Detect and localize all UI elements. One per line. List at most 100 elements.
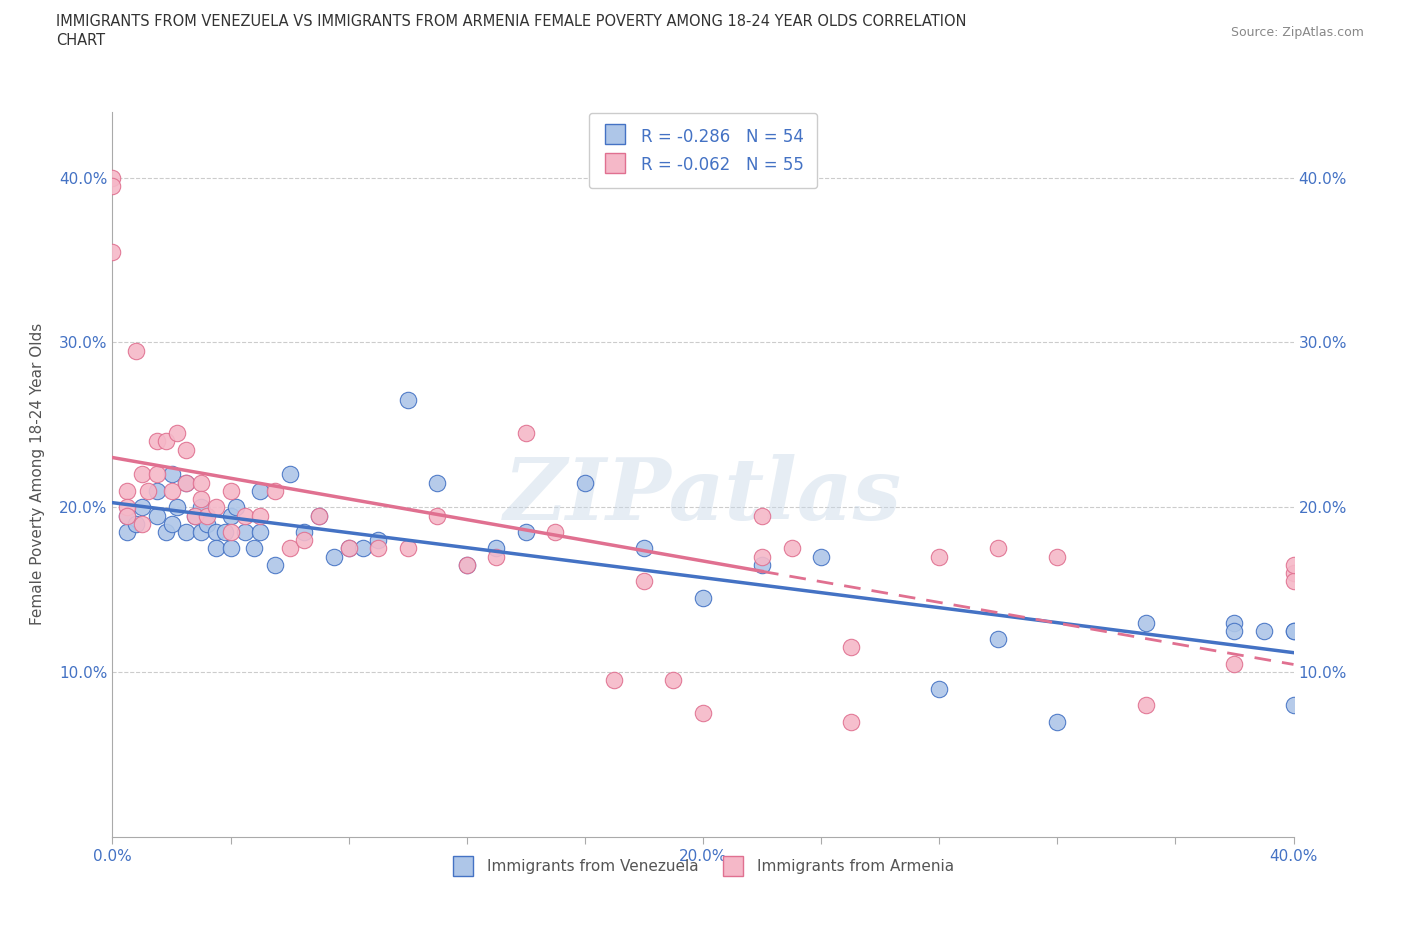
Point: [1135, 616, 1157, 631]
Point: [195, 508, 218, 523]
Point: [190, 492, 212, 507]
Point: [233, 525, 256, 539]
Text: CHART: CHART: [56, 33, 105, 47]
Point: [1282, 698, 1305, 712]
Point: [839, 640, 862, 655]
Point: [308, 508, 330, 523]
Point: [146, 484, 169, 498]
Point: [751, 550, 773, 565]
Point: [101, 245, 124, 259]
Point: [131, 499, 153, 514]
Point: [396, 541, 419, 556]
Point: [233, 508, 256, 523]
Point: [456, 557, 478, 572]
Point: [367, 541, 389, 556]
Point: [1282, 623, 1305, 638]
Point: [396, 392, 419, 407]
Point: [101, 170, 124, 185]
Point: [574, 475, 596, 490]
Point: [485, 541, 508, 556]
Point: [352, 541, 374, 556]
Point: [117, 484, 138, 498]
Point: [987, 541, 1010, 556]
Point: [190, 525, 212, 539]
Point: [131, 516, 153, 531]
Point: [195, 516, 218, 531]
Point: [101, 179, 124, 193]
Point: [155, 434, 177, 449]
Text: ZIPatlas: ZIPatlas: [503, 455, 903, 538]
Point: [117, 525, 138, 539]
Point: [810, 550, 832, 565]
Point: [146, 467, 169, 482]
Point: [751, 557, 773, 572]
Point: [456, 557, 478, 572]
Point: [214, 525, 236, 539]
Point: [219, 484, 242, 498]
Point: [160, 516, 183, 531]
Y-axis label: Female Poverty Among 18-24 Year Olds: Female Poverty Among 18-24 Year Olds: [31, 324, 45, 626]
Point: [426, 508, 449, 523]
Point: [278, 467, 301, 482]
Point: [249, 508, 271, 523]
Point: [1046, 550, 1069, 565]
Point: [1253, 623, 1275, 638]
Point: [987, 631, 1010, 646]
Point: [205, 499, 228, 514]
Point: [166, 426, 188, 441]
Point: [131, 467, 153, 482]
Point: [780, 541, 803, 556]
Point: [1046, 714, 1069, 729]
Point: [184, 508, 207, 523]
Point: [1223, 623, 1246, 638]
Point: [292, 525, 315, 539]
Point: [166, 499, 188, 514]
Point: [219, 508, 242, 523]
Point: [190, 499, 212, 514]
Point: [219, 525, 242, 539]
Point: [633, 574, 655, 589]
Point: [751, 508, 773, 523]
Point: [249, 484, 271, 498]
Point: [515, 525, 537, 539]
Point: [184, 508, 207, 523]
Point: [160, 484, 183, 498]
Point: [219, 541, 242, 556]
Point: [146, 434, 169, 449]
Point: [1223, 657, 1246, 671]
Point: [367, 533, 389, 548]
Text: IMMIGRANTS FROM VENEZUELA VS IMMIGRANTS FROM ARMENIA FEMALE POVERTY AMONG 18-24 : IMMIGRANTS FROM VENEZUELA VS IMMIGRANTS …: [56, 14, 967, 29]
Point: [125, 343, 148, 358]
Legend: Immigrants from Venezuela, Immigrants from Armenia: Immigrants from Venezuela, Immigrants fr…: [446, 853, 960, 880]
Point: [155, 525, 177, 539]
Point: [264, 557, 287, 572]
Point: [1282, 574, 1305, 589]
Point: [190, 475, 212, 490]
Point: [174, 442, 197, 457]
Point: [225, 499, 247, 514]
Point: [174, 525, 197, 539]
Point: [125, 516, 148, 531]
Point: [292, 533, 315, 548]
Point: [692, 706, 714, 721]
Point: [633, 541, 655, 556]
Point: [249, 525, 271, 539]
Point: [264, 484, 287, 498]
Point: [1135, 698, 1157, 712]
Point: [337, 541, 360, 556]
Point: [1282, 623, 1305, 638]
Point: [323, 550, 346, 565]
Point: [515, 426, 537, 441]
Point: [839, 714, 862, 729]
Point: [117, 499, 138, 514]
Point: [136, 484, 159, 498]
Point: [485, 550, 508, 565]
Point: [544, 525, 567, 539]
Point: [117, 508, 138, 523]
Point: [337, 541, 360, 556]
Point: [243, 541, 266, 556]
Point: [662, 673, 685, 688]
Point: [205, 541, 228, 556]
Point: [160, 467, 183, 482]
Point: [603, 673, 626, 688]
